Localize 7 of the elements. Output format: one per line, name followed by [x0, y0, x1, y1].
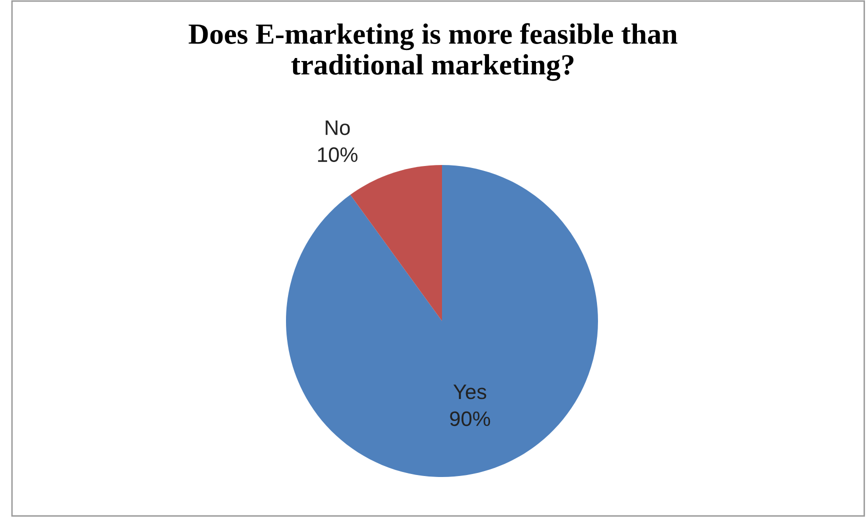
data-label: 10% [318, 147, 358, 162]
data-label: 90% [450, 411, 490, 426]
slice-label: Yes [453, 384, 486, 400]
slice-label: No [326, 120, 350, 136]
chart-title: Does E-marketing is more feasible than traditional marketing? [188, 23, 678, 81]
pie-slice [350, 165, 442, 321]
pie-slice [286, 165, 598, 477]
